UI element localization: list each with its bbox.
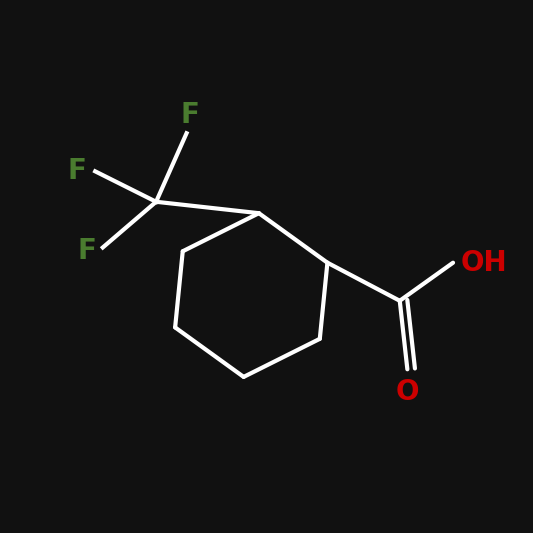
Text: F: F <box>67 157 86 185</box>
Text: F: F <box>181 101 200 130</box>
Text: OH: OH <box>461 249 507 277</box>
Text: F: F <box>78 237 96 265</box>
Text: O: O <box>395 378 419 407</box>
